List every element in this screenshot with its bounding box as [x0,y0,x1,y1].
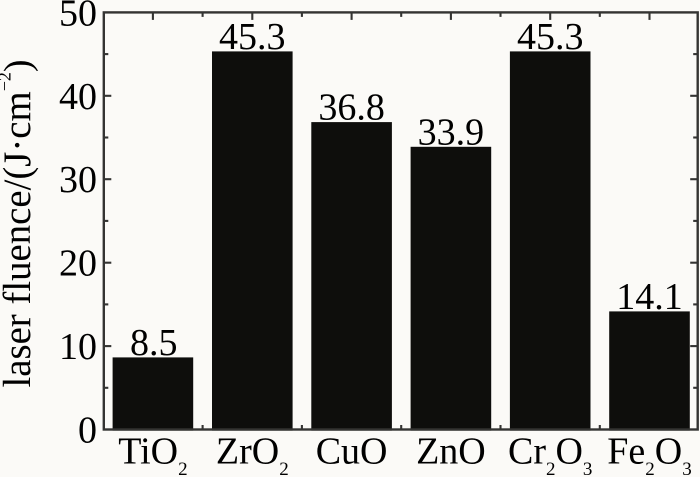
svg-text:8.5: 8.5 [130,322,178,364]
svg-text:Cr2O3: Cr2O3 [508,431,592,477]
svg-text:33.9: 33.9 [418,111,485,153]
svg-text:laser fluence/(J·cm−2): laser fluence/(J·cm−2) [0,59,39,387]
svg-text:Fe2O3: Fe2O3 [607,431,691,477]
svg-text:14.1: 14.1 [616,276,683,318]
svg-text:ZrO2: ZrO2 [216,431,289,477]
svg-text:0: 0 [78,410,97,452]
svg-text:36.8: 36.8 [318,87,385,129]
svg-text:50: 50 [59,0,97,34]
svg-text:30: 30 [59,159,97,201]
svg-text:10: 10 [59,326,97,368]
svg-text:40: 40 [59,76,97,118]
svg-text:45.3: 45.3 [517,16,584,58]
svg-text:ZnO: ZnO [416,431,486,473]
svg-text:TiO2: TiO2 [118,431,187,477]
svg-text:45.3: 45.3 [219,16,286,58]
svg-text:20: 20 [59,243,97,285]
svg-text:CuO: CuO [316,431,388,473]
